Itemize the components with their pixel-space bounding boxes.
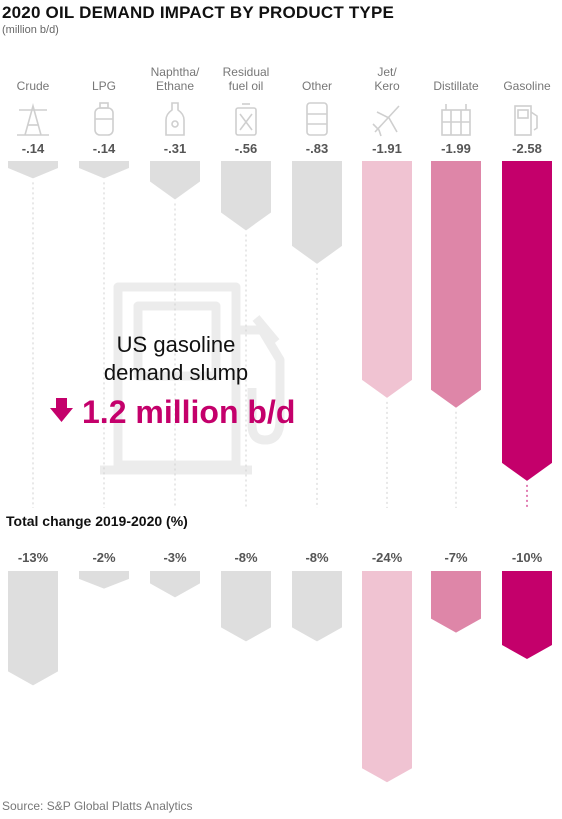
bar-gasoline xyxy=(502,571,552,659)
category-label-jet-kero-2: Kero xyxy=(374,79,400,93)
gasoline-callout: US gasoline demand slump 1.2 million b/d xyxy=(50,332,295,430)
bar-distillate xyxy=(431,571,481,633)
bar-naphtha-ethane xyxy=(150,161,200,200)
value-label-residual-fuel-oil: -.56 xyxy=(235,141,257,156)
bar-gasoline xyxy=(502,161,552,481)
down-arrow-icon xyxy=(50,398,73,422)
unit-label: (million b/d) xyxy=(2,24,59,36)
gas-cylinder-icon xyxy=(94,102,114,136)
bar-distillate xyxy=(431,161,481,408)
callout-line1: US gasoline xyxy=(117,332,236,357)
category-label-naphtha-ethane-1: Naphtha/ xyxy=(151,65,200,79)
percent-change-title: Total change 2019-2020 (%) xyxy=(6,513,188,529)
bar-lpg xyxy=(79,161,129,179)
category-label-residual-fuel-oil-2: fuel oil xyxy=(229,79,264,93)
category-label-residual-fuel-oil-1: Residual xyxy=(223,65,270,79)
bar-lpg xyxy=(79,571,129,589)
category-label-distillate: Distillate xyxy=(433,79,479,93)
value-label-naphtha-ethane: -3% xyxy=(163,550,187,565)
bar-other xyxy=(292,161,342,264)
category-label-gasoline: Gasoline xyxy=(503,79,551,93)
fuel-pump-background-icon xyxy=(100,282,285,475)
bar-jet-kero xyxy=(362,571,412,783)
value-label-distillate: -7% xyxy=(444,550,468,565)
value-label-jet-kero: -1.91 xyxy=(372,141,402,156)
jerrycan-icon xyxy=(235,103,257,136)
value-label-distillate: -1.99 xyxy=(441,141,471,156)
value-label-jet-kero: -24% xyxy=(372,550,403,565)
bar-crude xyxy=(8,161,58,179)
fuel-pump-icon xyxy=(514,105,538,136)
category-label-lpg: LPG xyxy=(92,79,116,93)
percent-change-chart: -13% -2% -3% -8% -8% -24% -7% -10% xyxy=(8,550,552,783)
bar-naphtha-ethane xyxy=(150,571,200,598)
bar-residual-fuel-oil xyxy=(221,161,271,231)
value-label-crude: -13% xyxy=(18,550,49,565)
value-label-lpg: -.14 xyxy=(93,141,116,156)
category-label-crude: Crude xyxy=(17,79,50,93)
bar-crude xyxy=(8,571,58,686)
category-label-naphtha-ethane-2: Ethane xyxy=(156,79,194,93)
airplane-icon xyxy=(372,105,400,137)
category-label-other: Other xyxy=(302,79,332,93)
callout-line2: demand slump xyxy=(104,360,248,385)
bar-jet-kero xyxy=(362,161,412,398)
value-label-gasoline: -10% xyxy=(512,550,543,565)
value-label-naphtha-ethane: -.31 xyxy=(164,141,186,156)
bar-residual-fuel-oil xyxy=(221,571,271,642)
bar-other xyxy=(292,571,342,642)
value-label-lpg: -2% xyxy=(92,550,116,565)
oil-derrick-icon xyxy=(17,102,49,136)
value-label-other: -8% xyxy=(305,550,329,565)
source-note: Source: S&P Global Platts Analytics xyxy=(2,799,193,813)
value-label-gasoline: -2.58 xyxy=(512,141,542,156)
category-label-jet-kero-1: Jet/ xyxy=(377,65,397,79)
callout-value: 1.2 million b/d xyxy=(82,394,295,430)
value-label-residual-fuel-oil: -8% xyxy=(234,550,258,565)
chart-title: 2020 OIL DEMAND IMPACT BY PRODUCT TYPE xyxy=(2,3,395,22)
value-label-crude: -.14 xyxy=(22,141,45,156)
barrels-icon xyxy=(306,102,328,136)
value-label-other: -.83 xyxy=(306,141,328,156)
demand-impact-chart: Crude -.14 LPG -.14 Naphtha/Ethane -.31 Residu… xyxy=(8,65,552,508)
naphtha-bottle-icon xyxy=(165,102,185,136)
refinery-icon xyxy=(441,104,471,136)
